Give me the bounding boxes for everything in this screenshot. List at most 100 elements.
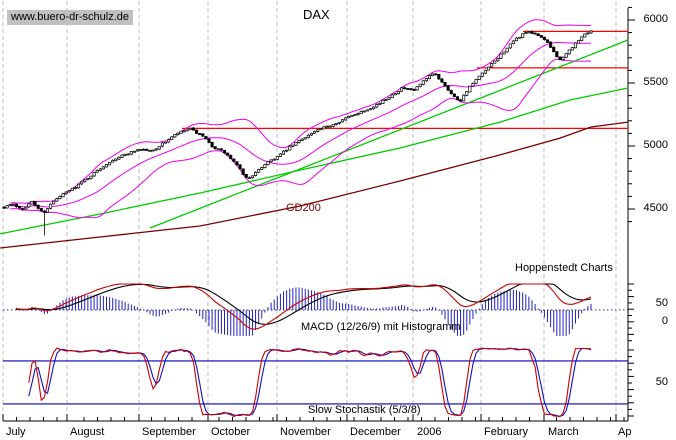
candle-body [567,49,571,55]
candle-body [201,133,205,137]
candle-body [281,150,286,155]
candle-body [580,36,584,41]
gd100-line [0,87,629,235]
candle-body [247,177,251,179]
candle-body [70,187,74,191]
candle-body [350,114,354,117]
candle-body [11,203,15,206]
candle-body [89,175,93,179]
candle-body [493,60,497,64]
candle-body [30,200,34,205]
candle-body [151,149,155,152]
x-axis-month-label: July [6,426,26,438]
y-axis-price-label: 4500 [643,201,668,214]
chart-title: DAX [303,7,330,22]
candle-body [213,146,217,150]
candle-body [393,93,397,96]
candle-body [459,99,463,102]
candle-body [132,150,136,153]
candle-body [508,43,512,49]
macd-line [16,283,592,330]
candle-body [24,206,28,210]
candle-body [514,37,519,42]
candle-body [558,56,562,61]
candle-body [108,162,112,166]
candle-body [229,154,233,160]
candle-body [471,83,475,87]
candle-body [431,73,435,76]
candle-body [483,69,487,74]
branding-label: Hoppenstedt Charts [515,262,613,274]
candle-body [555,51,559,58]
candle-body [98,168,102,171]
candle-body [561,56,565,61]
candle-body [198,133,202,136]
candle-body [294,142,298,146]
candle-body [244,173,248,178]
candle-body [297,140,301,143]
candle-body [443,81,447,87]
candle-body [468,85,472,93]
candle-body [533,32,537,35]
candle-body [39,207,43,212]
candle-body [238,164,242,170]
trend-line [149,39,629,229]
y-axis-price-label: 5000 [643,138,668,151]
candle-body [120,154,124,158]
candle-body [368,108,373,111]
candle-body [207,138,211,143]
candle-body [232,158,236,162]
candle-body [440,78,444,83]
candle-body [139,149,143,151]
candle-body [316,129,320,132]
candle-body [583,33,587,38]
candle-body [387,97,391,100]
candle-body [545,39,550,43]
candle-body [179,130,183,134]
stoch-axis-label: 50 [655,376,668,388]
candle-body [260,167,264,170]
candle-body [210,142,214,148]
candle-body [477,75,481,80]
candle-body [8,204,12,206]
candle-body [499,53,503,59]
candle-body [241,168,245,175]
x-axis-month-label: Ap [618,426,632,438]
candle-body [95,170,99,173]
candle-body [527,31,531,34]
candle-body [586,32,590,35]
candle-body [325,125,329,128]
x-axis-month-label: March [548,426,579,438]
candle-body [518,36,522,39]
candle-body [322,126,326,130]
candle-body [285,149,289,152]
candle-body [403,87,407,90]
candle-body [334,123,338,125]
candle-body [167,139,171,143]
candle-body [359,111,363,114]
candle-body [288,145,292,151]
macd-axis-label: 50 [655,297,668,309]
candle-body [157,145,161,150]
candle-body [14,203,18,207]
candle-body [375,104,379,108]
candle-body [111,160,115,163]
candle-body [64,191,68,195]
candle-body [353,114,357,116]
candle-body [347,116,351,119]
candle-body [250,175,255,179]
candle-body [76,183,81,189]
candle-body [263,164,267,168]
candle-body [328,125,332,128]
candle-body [303,137,307,140]
candle-body [266,161,270,165]
candle-body [204,136,208,140]
candle-body [163,141,168,144]
candle-body [42,210,46,213]
candle-body [195,129,199,134]
y-axis-price-label: 6000 [643,13,668,25]
candle-body [27,203,31,208]
candle-body [449,90,453,94]
candle-body [340,119,345,123]
